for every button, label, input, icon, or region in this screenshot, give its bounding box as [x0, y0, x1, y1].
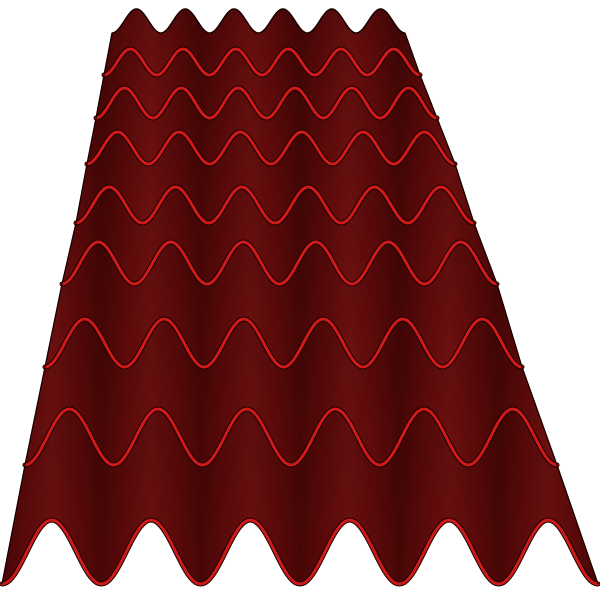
- tile-edge-rim: [23, 407, 559, 467]
- tile-row-depth: [87, 88, 455, 164]
- sheet-top-edge: [111, 8, 406, 34]
- tile-row: [86, 87, 456, 165]
- tile-row: [24, 318, 558, 466]
- tile-row-depth: [2, 409, 598, 584]
- tile-edge-rim: [0, 518, 600, 586]
- sheet-left-edge: [1, 32, 113, 585]
- tile-edge-rim: [43, 317, 524, 369]
- tile-row: [103, 8, 421, 76]
- tile-rows: [0, 8, 600, 587]
- tile-row: [44, 241, 523, 368]
- tile-row: [61, 186, 498, 285]
- sheet-right-edge: [404, 32, 599, 585]
- tile-row-depth: [25, 319, 557, 465]
- tile-row: [95, 48, 438, 119]
- tile-edge-rim: [94, 86, 439, 120]
- tile-row-depth: [96, 49, 437, 118]
- tile-edge-rim: [74, 185, 476, 225]
- tile-edge-rim: [60, 240, 499, 286]
- tile-row-depth: [104, 9, 420, 75]
- tile-edge-rim: [85, 130, 457, 166]
- tile-row: [1, 408, 599, 585]
- tile-row-depth: [45, 242, 522, 367]
- tile-row-depth: [76, 132, 474, 223]
- tile-edge-rim: [102, 47, 422, 77]
- tile-row-depth: [62, 187, 497, 284]
